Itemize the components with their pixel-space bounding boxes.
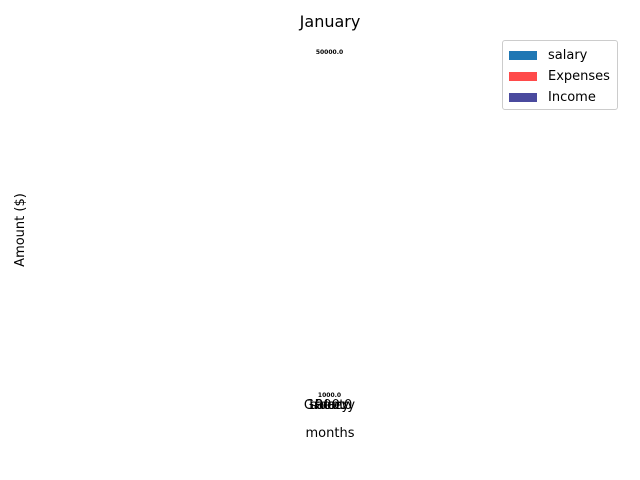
legend-item-income: Income xyxy=(509,89,613,107)
chart-title: January xyxy=(299,12,361,31)
legend-swatch-salary xyxy=(509,51,537,60)
x-tick-label-1: salary xyxy=(310,398,350,413)
legend-label-salary: salary xyxy=(548,48,588,63)
legend-swatch-expenses xyxy=(509,72,537,81)
x-axis-label: months xyxy=(305,426,355,441)
y-axis-label: Amount ($) xyxy=(13,193,28,267)
x-tick-label-0: 1000.0 xyxy=(307,398,353,413)
legend-item-salary: salary xyxy=(509,47,613,65)
x-tick-label-2: Rent xyxy=(315,398,345,413)
x-tick-label-3: Grocery xyxy=(304,398,356,413)
legend-swatch-income xyxy=(509,93,537,102)
data-label-0-1: 50000.0 xyxy=(316,49,343,56)
legend-label-income: Income xyxy=(548,90,596,105)
legend: salary Expenses Income xyxy=(502,40,618,110)
legend-label-expenses: Expenses xyxy=(548,69,610,84)
data-label-1-2: 1000.0 xyxy=(318,392,341,399)
legend-item-expenses: Expenses xyxy=(509,68,613,86)
